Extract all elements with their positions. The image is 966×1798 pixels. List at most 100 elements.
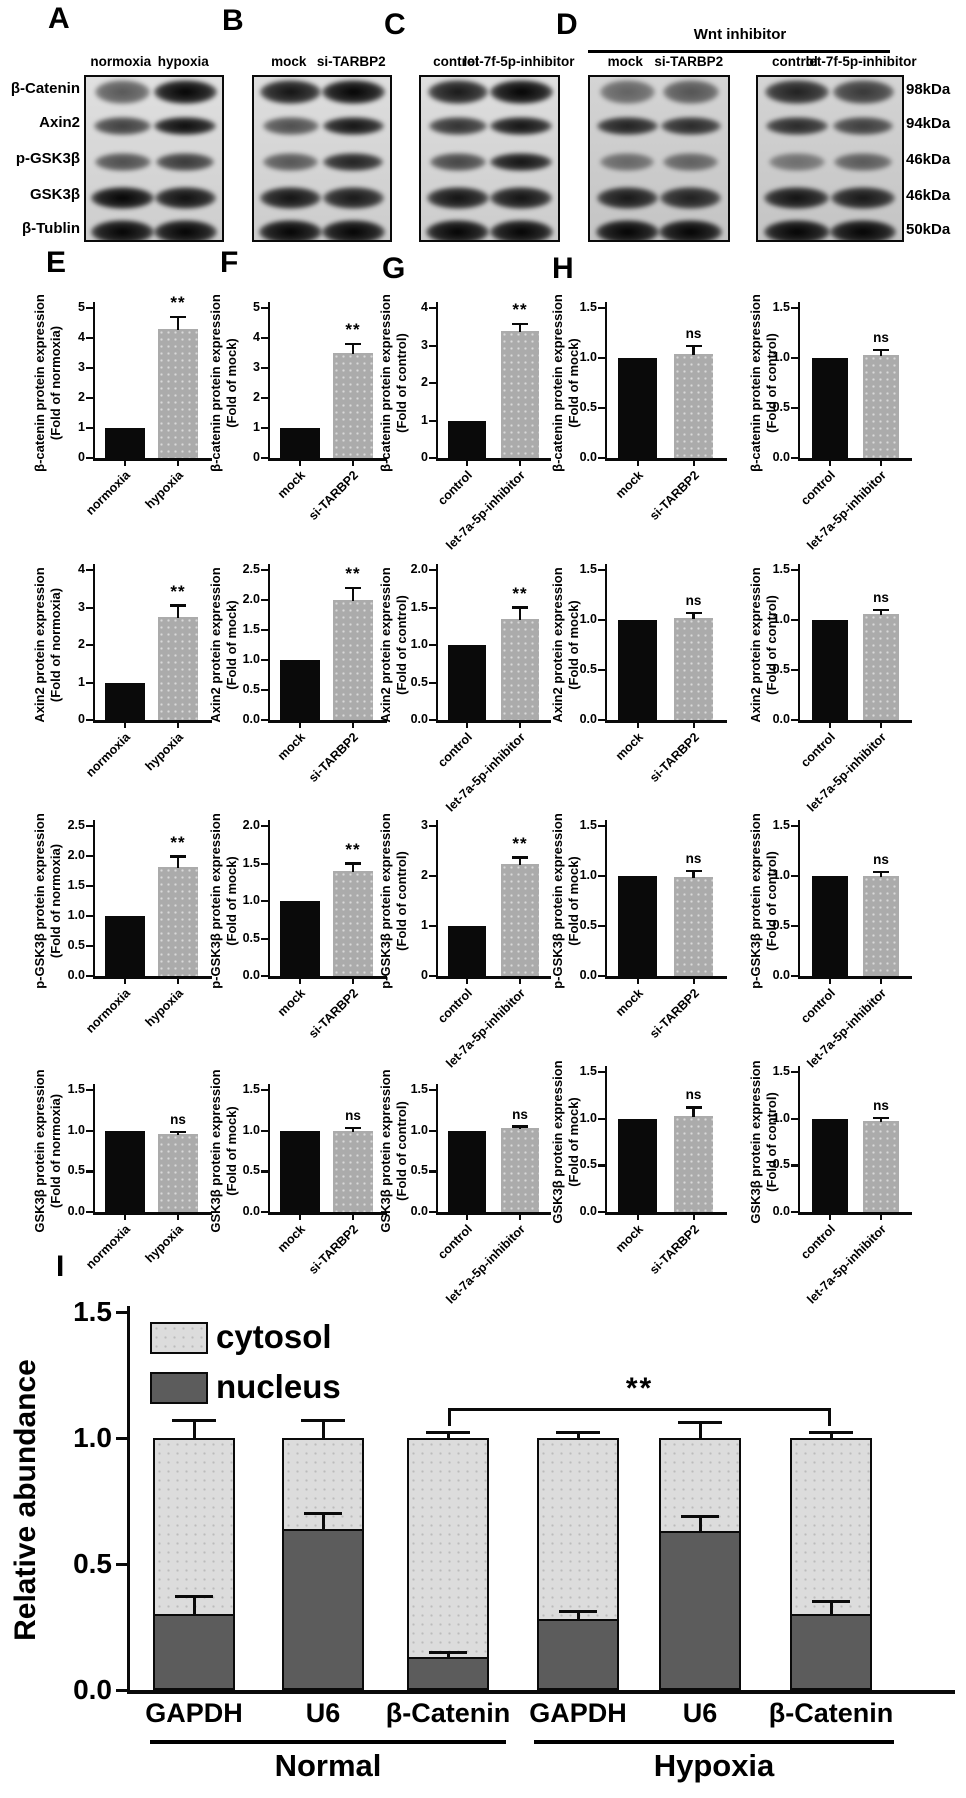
y-tick-label: 3 <box>421 337 428 352</box>
bar <box>105 428 145 458</box>
y-axis-label: β-catenin protein expression (Fold of mo… <box>550 294 581 472</box>
y-tick-label: 0.0 <box>242 712 260 726</box>
blot-band <box>834 153 892 171</box>
bar <box>618 620 657 720</box>
y-tick-label: 0.0 <box>579 1204 597 1218</box>
x-axis <box>604 458 727 461</box>
nucleus-error-cap <box>429 1650 467 1654</box>
kda-label: 50kDa <box>906 221 951 238</box>
bar <box>812 1118 848 1212</box>
bar <box>158 1133 198 1212</box>
y-axis-label: β-catenin protein expression (Fold of no… <box>32 294 63 472</box>
nucleus-legend-swatch <box>150 1372 208 1404</box>
y-axis-label: β-catenin protein expression (Fold of mo… <box>208 294 239 472</box>
y-axis-label: GSK3β protein expression (Fold of contro… <box>748 1060 779 1224</box>
total-error-cap <box>678 1421 722 1425</box>
nucleus-error-cap <box>812 1600 850 1604</box>
y-tick-label: 2.0 <box>242 592 260 606</box>
x-tick <box>636 978 639 984</box>
blot-band <box>429 153 487 171</box>
y-tick-label: 0.0 <box>73 1674 112 1705</box>
nucleus-error-cap <box>175 1595 213 1599</box>
y-axis <box>126 1306 130 1694</box>
significance-label: ** <box>345 564 361 583</box>
blot-panel-C <box>419 75 560 242</box>
y-tick-label: 4 <box>421 300 428 314</box>
y-tick-label: 1.0 <box>242 893 260 907</box>
error-bar-cap <box>685 611 702 615</box>
bar <box>863 614 899 720</box>
y-tick <box>598 569 605 572</box>
bar <box>812 358 848 458</box>
x-tick <box>880 460 882 466</box>
panel-label-A: A <box>48 2 70 35</box>
x-axis <box>267 720 387 723</box>
y-axis-label: p-GSK3β protein expression (Fold of mock… <box>208 813 239 989</box>
error-bar <box>518 324 522 332</box>
error-bar <box>176 856 180 868</box>
y-axis <box>92 1084 95 1215</box>
y-tick-label: 0 <box>421 450 428 464</box>
x-tick <box>636 722 639 728</box>
x-tick-label: hypoxia <box>142 730 186 774</box>
x-axis <box>797 1212 912 1215</box>
y-tick <box>261 599 268 602</box>
y-tick-label: 1.5 <box>579 562 597 576</box>
y-tick <box>598 975 605 978</box>
y-tick-label: 0.5 <box>410 1163 428 1178</box>
y-tick <box>598 669 605 672</box>
y-tick-label: 3 <box>421 818 428 832</box>
blot-band <box>830 220 897 240</box>
y-tick-label: 1.5 <box>410 1082 428 1096</box>
significance-bracket-right <box>828 1408 831 1426</box>
significance-label: ns <box>685 1087 702 1103</box>
y-tick <box>791 1164 798 1167</box>
y-tick-label: 1 <box>421 918 428 932</box>
total-error-cap <box>301 1418 345 1422</box>
x-tick-label: let-7a-5p-inhibitor <box>443 1222 528 1307</box>
bar <box>863 1120 899 1212</box>
y-tick-label: 0.5 <box>242 930 260 945</box>
blot-band <box>489 220 553 240</box>
significance-label: ** <box>345 839 361 859</box>
total-error-bar <box>576 1432 580 1438</box>
y-tick-label: 1 <box>78 420 85 434</box>
y-tick <box>429 925 436 928</box>
y-tick-label: 0.0 <box>772 1204 790 1218</box>
blot-band <box>832 80 894 104</box>
y-tick <box>86 457 93 460</box>
y-tick-label: 2 <box>78 390 85 404</box>
y-tick <box>86 975 93 978</box>
error-bar <box>692 871 695 878</box>
x-tick-label: hypoxia <box>142 468 186 512</box>
y-tick-label: 0 <box>78 450 85 464</box>
y-axis <box>604 302 607 461</box>
bar <box>333 1130 373 1212</box>
total-error-cap <box>172 1418 216 1422</box>
y-tick <box>598 875 605 878</box>
y-tick <box>791 1071 798 1074</box>
y-tick-label: 2.0 <box>67 848 85 862</box>
y-tick <box>116 1436 127 1440</box>
x-tick <box>177 722 179 728</box>
panel-label-C: C <box>384 8 406 41</box>
y-tick <box>598 457 605 460</box>
error-bar-cap <box>345 586 361 590</box>
error-bar-cap <box>685 1106 702 1109</box>
y-tick <box>261 900 268 903</box>
y-tick-label: 0.5 <box>772 400 790 414</box>
nucleus-error-bar <box>321 1513 325 1529</box>
y-tick <box>261 337 268 340</box>
blot-band <box>764 187 830 209</box>
blot-band <box>769 153 825 171</box>
x-tick-label: let-7a-5p-inhibitor <box>804 468 889 553</box>
y-tick-label: 1.0 <box>579 350 597 364</box>
kda-label: 46kDa <box>906 187 951 204</box>
error-bar-cap <box>512 1125 528 1128</box>
bar <box>674 354 713 458</box>
lane-label: hypoxia <box>157 54 209 69</box>
bar <box>158 329 198 458</box>
y-tick-label: 1.5 <box>772 300 790 314</box>
bar <box>674 877 713 976</box>
y-tick-label: 1.0 <box>772 868 790 882</box>
